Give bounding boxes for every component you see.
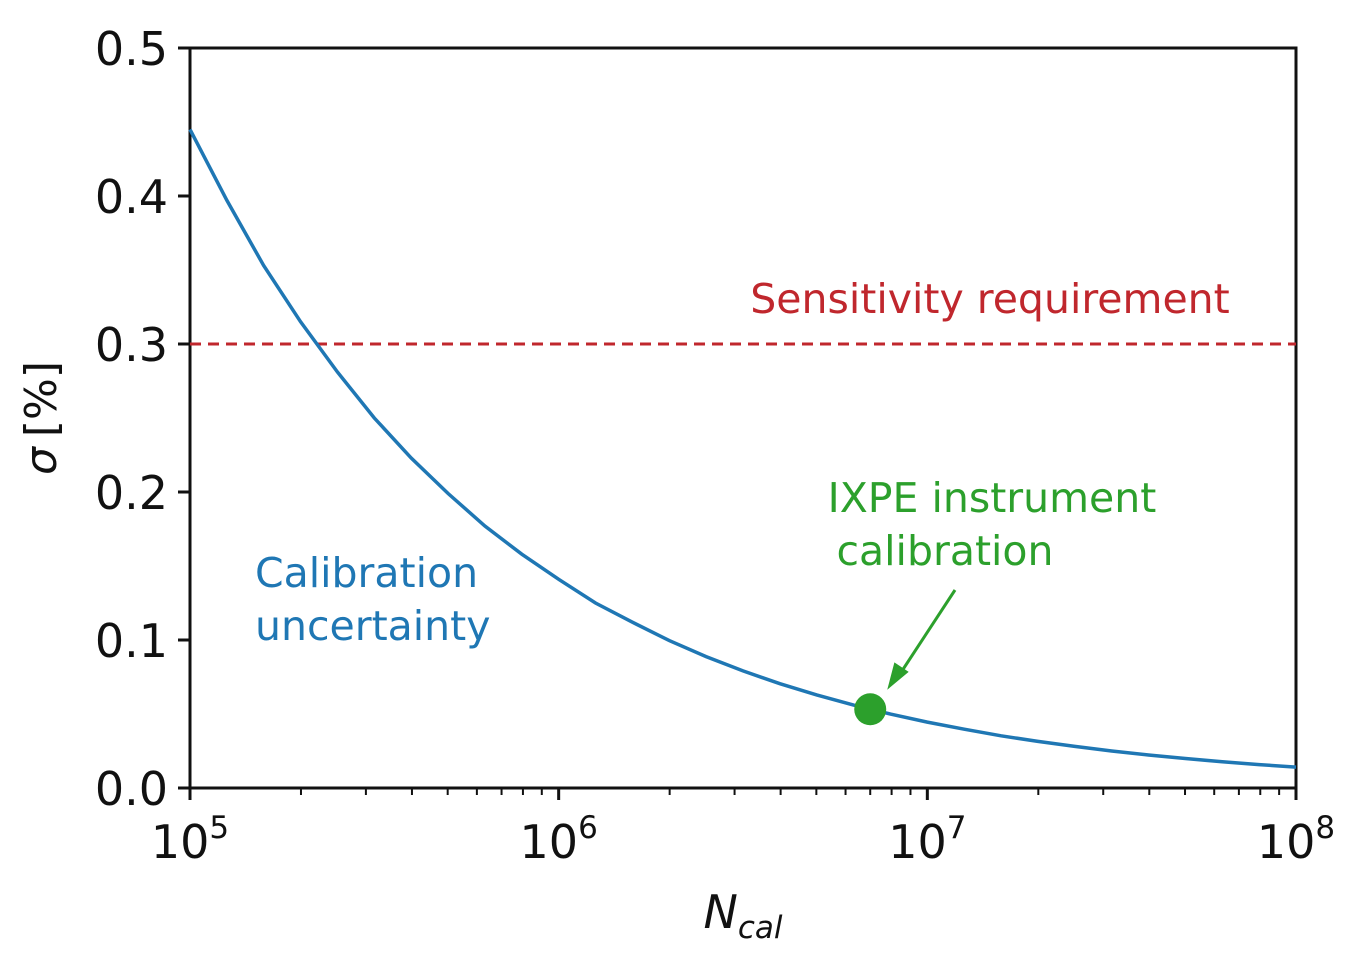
ixpe-label-line1: IXPE instrument	[828, 474, 1157, 522]
ixpe-arrow-shaft	[896, 589, 957, 678]
calibration-uncertainty-line	[188, 128, 1297, 769]
y-tick-label-2: 0.2	[95, 466, 168, 520]
x-tick-label-0: 105	[151, 810, 229, 869]
y-axis-label-unit: [%]	[16, 361, 67, 437]
x-axis: 105 106 107 108	[151, 788, 1335, 869]
x-tick-label-2: 107	[888, 810, 966, 869]
plot-frame	[188, 46, 1298, 790]
y-axis-label-symbol: σ	[16, 446, 67, 475]
x-axis-label-sub: cal	[738, 910, 783, 946]
y-tick-label-1: 0.1	[95, 614, 168, 668]
sensitivity-requirement-label: Sensitivity requirement	[750, 275, 1229, 323]
x-tick-label-3: 108	[1257, 810, 1335, 869]
y-tick-label-0: 0.0	[95, 762, 168, 816]
ixpe-calibration-point	[854, 693, 887, 726]
ixpe-arrow-head	[887, 662, 909, 690]
y-tick-label-5: 0.5	[95, 22, 168, 76]
ixpe-arrow	[887, 589, 957, 690]
y-tick-label-3: 0.3	[95, 318, 168, 372]
ixpe-label-line2: calibration	[837, 527, 1054, 575]
y-axis: 0.0 0.1 0.2 0.3 0.4 0.5	[95, 22, 190, 816]
calibration-uncertainty-label-line1: Calibration	[255, 549, 478, 597]
y-axis-label: σ [%]	[16, 361, 67, 475]
x-axis-label: Ncal	[703, 885, 782, 946]
calibration-uncertainty-label-line2: uncertainty	[255, 602, 491, 650]
x-tick-label-1: 106	[520, 810, 598, 869]
x-axis-label-main: N	[703, 885, 737, 939]
y-tick-label-4: 0.4	[95, 170, 168, 224]
